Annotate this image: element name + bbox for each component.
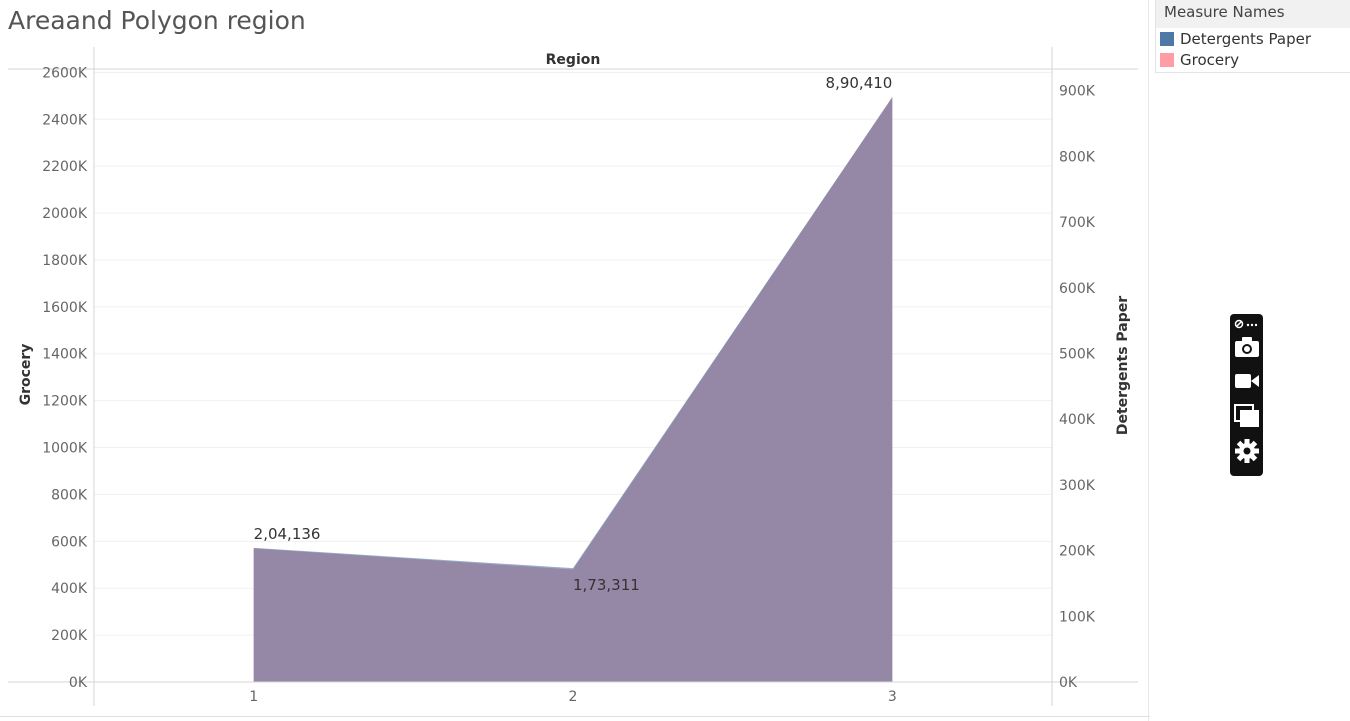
y-right-tick-label: 900K <box>1059 84 1096 100</box>
x-tick-label: 2 <box>569 689 578 705</box>
camera-button[interactable] <box>1230 336 1263 358</box>
y-left-tick-label: 600K <box>51 534 88 550</box>
y-right-tick-label: 0K <box>1059 675 1078 691</box>
camera-icon <box>1234 337 1259 357</box>
legend-title: Measure Names <box>1156 0 1350 28</box>
area-chart: 0K200K400K600K800K1000K1200K1400K1600K18… <box>8 47 1138 706</box>
legend-label: Grocery <box>1180 51 1240 69</box>
y-left-tick-label: 2600K <box>42 65 88 81</box>
y-left-tick-label: 1200K <box>42 394 88 410</box>
x-tick-label: 3 <box>888 689 897 705</box>
capture-toolbar <box>1230 314 1263 476</box>
y-right-tick-label: 400K <box>1059 412 1096 428</box>
legend-item-detergents-paper[interactable]: Detergents Paper <box>1156 28 1350 49</box>
column-header: Region <box>546 52 601 68</box>
y-left-tick-label: 400K <box>51 581 88 597</box>
pane-bottom-border <box>0 716 1150 717</box>
y-left-tick-label: 2400K <box>42 112 88 128</box>
y-right-tick-label: 100K <box>1059 609 1096 625</box>
y-left-tick-label: 1000K <box>42 441 88 457</box>
y-right-tick-label: 800K <box>1059 149 1096 165</box>
gear-icon <box>1234 439 1259 463</box>
data-label: 8,90,410 <box>826 74 893 92</box>
video-icon <box>1234 374 1259 388</box>
x-tick-label: 1 <box>249 689 258 705</box>
chart-labels: 2,04,136 1,73,311 8,90,410 <box>254 74 893 594</box>
pin-icon[interactable] <box>1234 318 1260 330</box>
windows-button[interactable] <box>1230 404 1263 428</box>
legend-swatch <box>1160 53 1174 67</box>
y-right-tick-label: 300K <box>1059 478 1096 494</box>
y-left-tick-label: 2200K <box>42 159 88 175</box>
y-right-tick-label: 500K <box>1059 346 1096 362</box>
y-left-tick-label: 800K <box>51 487 88 503</box>
y-left-tick-label: 0K <box>69 675 88 691</box>
legend-swatch <box>1160 32 1174 46</box>
y-left-tick-label: 200K <box>51 628 88 644</box>
axes: 0K200K400K600K800K1000K1200K1400K1600K18… <box>8 47 1138 706</box>
legend-item-grocery[interactable]: Grocery <box>1156 49 1350 70</box>
area-detergents-paper <box>253 97 893 682</box>
pane-divider <box>1148 0 1149 721</box>
toolbar-top-row <box>1230 318 1263 330</box>
y-right-axis-title: Detergents Paper <box>1115 296 1131 435</box>
y-left-tick-label: 2000K <box>42 206 88 222</box>
gridlines <box>94 71 1052 636</box>
plot-area <box>253 97 893 682</box>
y-right-tick-label: 200K <box>1059 544 1096 560</box>
y-left-tick-label: 1800K <box>42 253 88 269</box>
windows-icon <box>1233 404 1259 427</box>
legend: Measure Names Detergents Paper Grocery <box>1155 0 1350 73</box>
y-right-tick-label: 600K <box>1059 281 1096 297</box>
settings-button[interactable] <box>1230 438 1263 464</box>
chart-title: Areaand Polygon region <box>8 6 306 35</box>
y-left-axis-title: Grocery <box>18 344 34 406</box>
data-label: 1,73,311 <box>573 576 640 594</box>
y-right-tick-label: 700K <box>1059 215 1096 231</box>
video-button[interactable] <box>1230 372 1263 390</box>
data-label: 2,04,136 <box>254 525 321 543</box>
y-left-tick-label: 1400K <box>42 347 88 363</box>
legend-label: Detergents Paper <box>1180 30 1311 48</box>
y-left-tick-label: 1600K <box>42 300 88 316</box>
